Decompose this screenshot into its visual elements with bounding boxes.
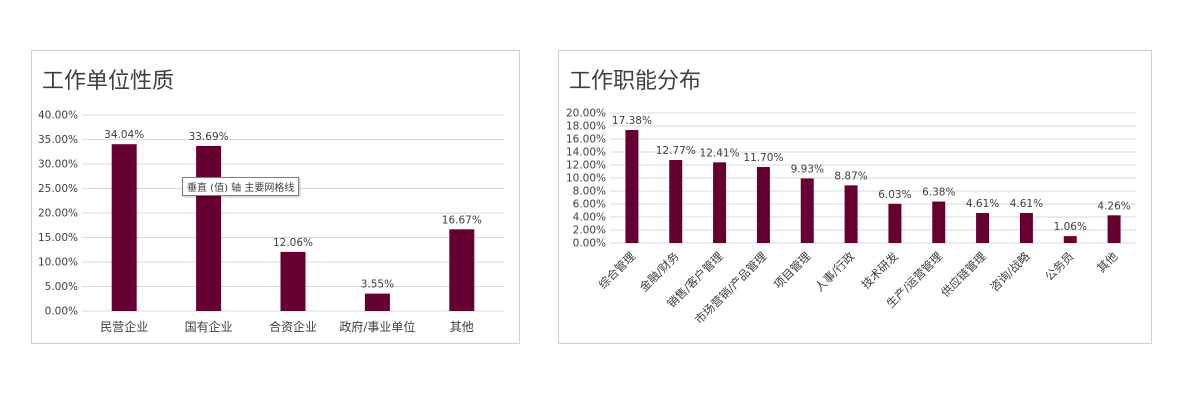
y-tick-label: 4.00% bbox=[573, 212, 606, 224]
data-label: 4.61% bbox=[966, 198, 999, 210]
bar bbox=[756, 166, 770, 243]
y-tick-label: 20.00% bbox=[566, 108, 606, 120]
data-label: 11.70% bbox=[743, 152, 783, 164]
bar bbox=[280, 251, 306, 311]
bar bbox=[844, 185, 858, 243]
data-label: 17.38% bbox=[612, 115, 652, 127]
y-tick-label: 0.00% bbox=[45, 306, 78, 318]
y-tick-label: 35.00% bbox=[38, 134, 78, 146]
chart-job-function-svg: 0.00%2.00%4.00%6.00%8.00%10.00%12.00%14.… bbox=[566, 108, 1136, 327]
x-category-label: 民营企业 bbox=[100, 319, 148, 334]
y-tick-label: 25.00% bbox=[38, 183, 78, 195]
bar bbox=[800, 178, 814, 243]
x-category-label: 人事/行政 bbox=[812, 249, 858, 295]
x-category-label: 其他 bbox=[1094, 249, 1121, 276]
data-label: 6.38% bbox=[922, 187, 955, 199]
y-tick-label: 20.00% bbox=[38, 208, 78, 220]
chart-title: 工作职能分布 bbox=[569, 69, 702, 94]
bar bbox=[111, 144, 137, 311]
bar bbox=[449, 229, 475, 311]
data-label: 12.06% bbox=[273, 237, 313, 249]
x-category-label: 公务员 bbox=[1042, 249, 1076, 283]
data-label: 1.06% bbox=[1054, 221, 1087, 233]
chart-work-unit-svg: 0.00% 5.00% 10.00% 15.00% 20.00% 25.00% 30.00%… bbox=[38, 110, 504, 334]
x-category-label: 技术研发 bbox=[859, 249, 902, 292]
y-tick-label: 0.00% bbox=[573, 238, 606, 250]
data-label: 3.55% bbox=[361, 279, 394, 291]
x-category-label: 国有企业 bbox=[185, 319, 233, 334]
bar bbox=[625, 130, 639, 243]
y-tick-label: 16.00% bbox=[566, 134, 606, 146]
data-label: 34.04% bbox=[104, 129, 144, 141]
data-label: 12.77% bbox=[656, 145, 696, 157]
bar bbox=[976, 213, 990, 243]
data-label: 33.69% bbox=[189, 131, 229, 143]
x-category-label: 金融/财务 bbox=[637, 249, 683, 295]
bar bbox=[932, 201, 946, 243]
y-tick-label: 10.00% bbox=[38, 257, 78, 269]
data-label: 4.61% bbox=[1010, 198, 1043, 210]
bar bbox=[669, 159, 683, 243]
y-tick-label: 8.00% bbox=[573, 186, 606, 198]
data-label: 16.67% bbox=[442, 214, 482, 226]
x-category-label: 综合管理 bbox=[596, 249, 639, 292]
x-category-label: 咨询/战略 bbox=[987, 249, 1033, 295]
x-category-label: 政府/事业单位 bbox=[339, 319, 415, 334]
y-tick-label: 30.00% bbox=[38, 159, 78, 171]
x-category-label: 其他 bbox=[450, 320, 474, 334]
bar bbox=[1107, 215, 1121, 243]
y-tick-label: 15.00% bbox=[38, 232, 78, 244]
y-tick-label: 5.00% bbox=[45, 281, 78, 293]
chart-panel-job-function[interactable]: 工作职能分布 0.00% 2.00% 4.00% 6.00% 8.00% 10.00% 12… bbox=[558, 50, 1152, 344]
bar bbox=[364, 293, 390, 311]
data-label: 8.87% bbox=[834, 170, 867, 182]
data-label: 4.26% bbox=[1097, 200, 1130, 212]
bar bbox=[1019, 213, 1033, 243]
y-tick-label: 6.00% bbox=[573, 199, 606, 211]
bar bbox=[713, 162, 727, 243]
chart-panel-work-unit[interactable]: 工作单位性质 0.00% 5.00% 10.00% 15.00% 20.00% 25.00… bbox=[31, 50, 520, 344]
gridline-tooltip: 垂直 (值) 轴 主要网格线 bbox=[182, 177, 300, 196]
y-tick-label: 10.00% bbox=[566, 173, 606, 185]
bar bbox=[888, 203, 902, 243]
bar bbox=[196, 145, 222, 311]
y-tick-label: 18.00% bbox=[566, 121, 606, 133]
data-label: 9.93% bbox=[791, 163, 824, 175]
x-category-label: 合资企业 bbox=[269, 319, 317, 334]
y-tick-label: 14.00% bbox=[566, 147, 606, 159]
x-category-label: 供应链管理 bbox=[938, 249, 989, 300]
y-tick-label: 12.00% bbox=[566, 160, 606, 172]
y-tick-label: 40.00% bbox=[38, 110, 78, 122]
data-label: 6.03% bbox=[878, 189, 911, 201]
chart-title: 工作单位性质 bbox=[42, 69, 175, 94]
data-label: 12.41% bbox=[700, 147, 740, 159]
bar bbox=[1063, 236, 1077, 243]
x-category-label: 项目管理 bbox=[771, 249, 814, 292]
y-tick-label: 2.00% bbox=[573, 225, 606, 237]
